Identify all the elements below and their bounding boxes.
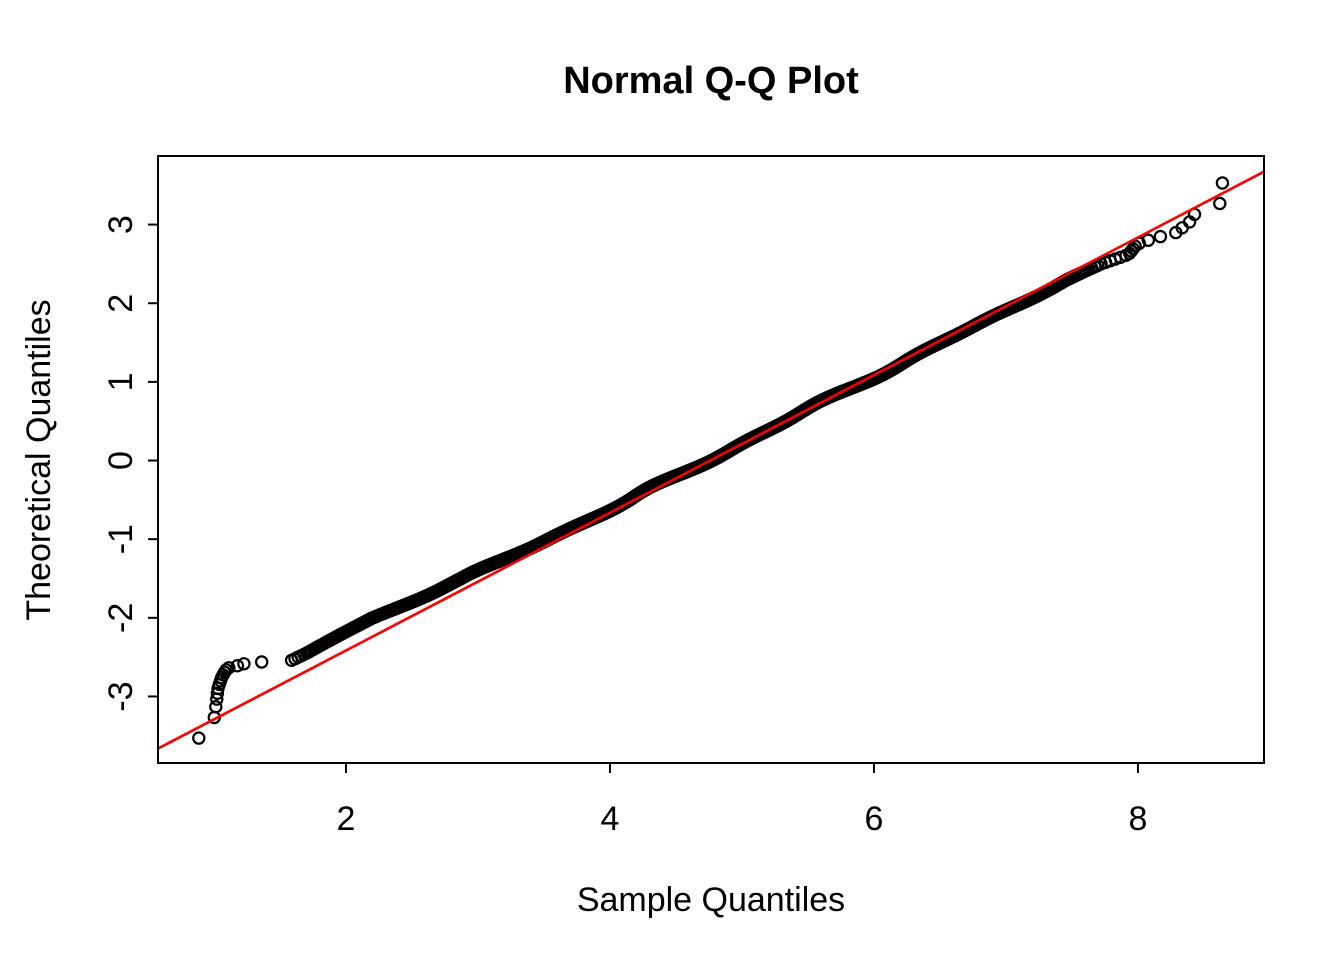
y-tick-label: 1 <box>102 372 140 391</box>
data-point <box>1213 196 1227 211</box>
data-point <box>237 657 251 671</box>
x-tick-label: 8 <box>1128 800 1147 838</box>
data-point <box>1153 229 1168 244</box>
data-point <box>255 655 269 669</box>
data-point <box>1141 233 1156 247</box>
data-point <box>230 659 245 673</box>
chart-title: Normal Q-Q Plot <box>563 60 859 102</box>
data-point <box>192 731 206 745</box>
y-tick-label: -2 <box>102 603 140 633</box>
y-tick-label: 2 <box>102 294 140 313</box>
y-axis-label: Theoretical Quantiles <box>20 299 58 620</box>
data-points-layer <box>192 176 1230 745</box>
y-axis-ticks: -3 -2 -1 0 1 2 3 <box>102 215 158 712</box>
x-axis-ticks: 2 4 6 8 <box>337 763 1147 838</box>
y-tick-label: -3 <box>102 681 140 711</box>
data-point <box>210 686 225 701</box>
y-tick-label: 0 <box>102 451 140 470</box>
x-axis-label: Sample Quantiles <box>577 881 845 919</box>
x-tick-label: 4 <box>600 800 619 838</box>
x-tick-label: 6 <box>864 800 883 838</box>
data-point <box>222 661 236 675</box>
plot-box <box>157 155 1265 764</box>
x-tick-label: 2 <box>337 800 356 838</box>
qq-reference-line <box>157 170 1265 750</box>
y-tick-label: 3 <box>102 215 140 234</box>
y-tick-label: -1 <box>102 524 140 554</box>
data-point <box>219 663 233 677</box>
data-point <box>209 700 223 714</box>
data-point <box>1215 176 1230 190</box>
plot-area: 2 4 6 8 -3 -2 -1 0 1 2 3 <box>102 155 1265 838</box>
